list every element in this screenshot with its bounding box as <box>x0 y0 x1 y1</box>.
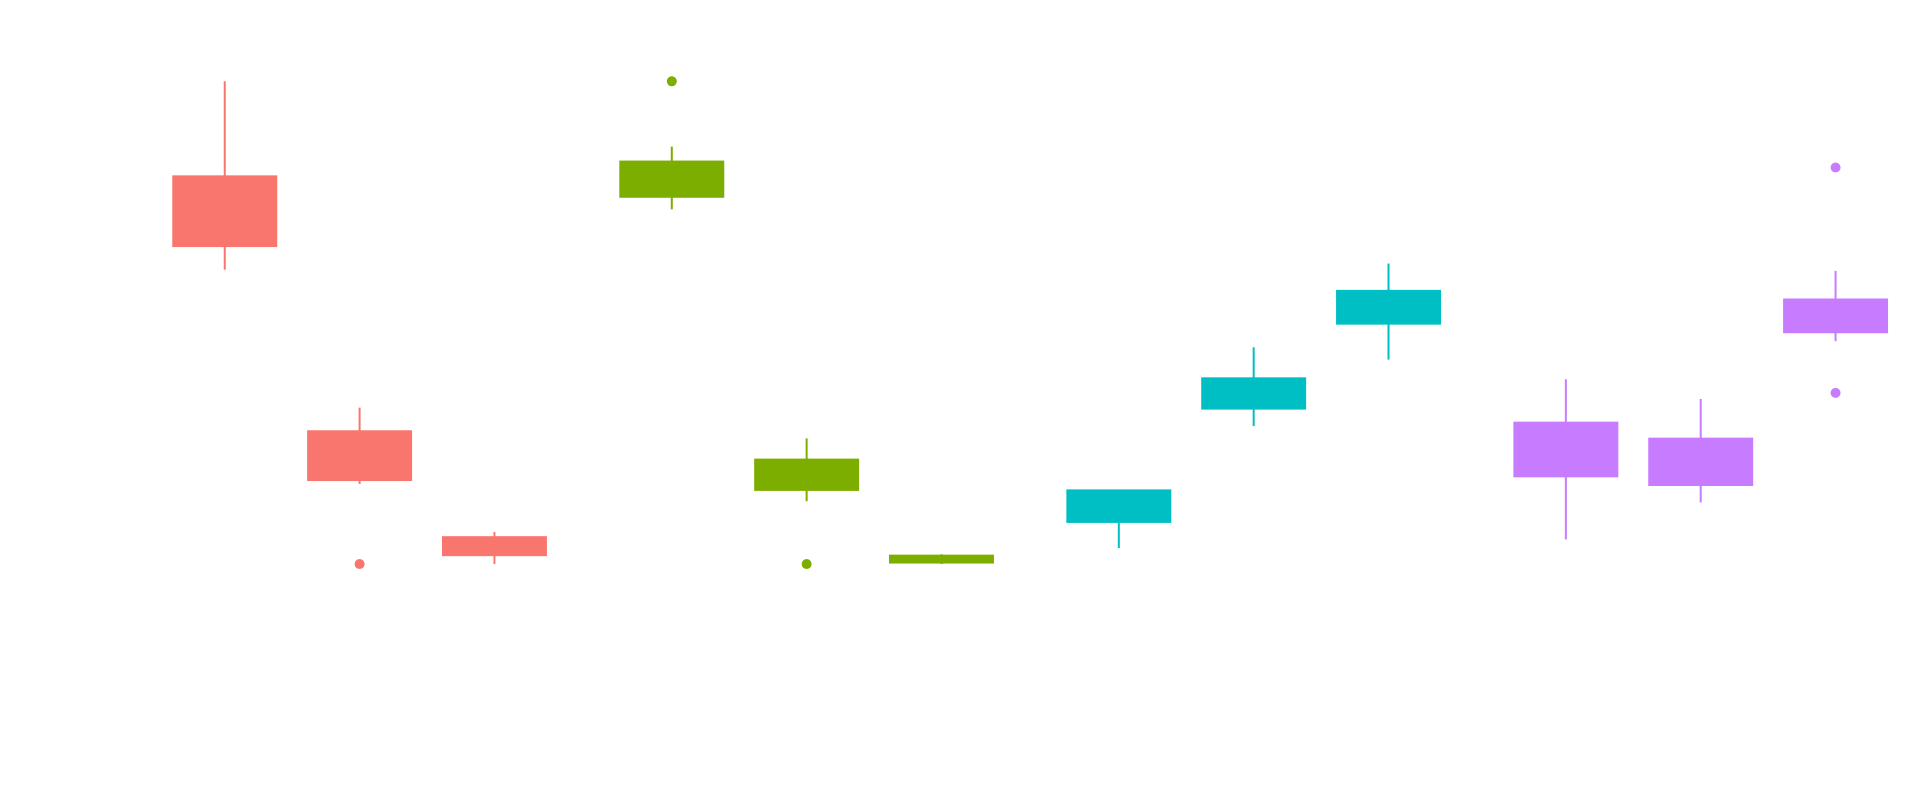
box <box>441 536 547 557</box>
box <box>754 458 860 491</box>
box <box>1648 437 1754 486</box>
outlier <box>1830 387 1841 398</box>
box <box>172 175 278 248</box>
box <box>1066 489 1172 523</box>
outlier <box>666 76 677 87</box>
box <box>1513 421 1619 478</box>
box <box>1336 289 1441 325</box>
box <box>619 160 725 198</box>
box <box>1201 377 1307 410</box>
box <box>889 554 994 564</box>
box <box>307 430 413 482</box>
outlier <box>801 559 812 570</box>
box <box>1783 298 1889 334</box>
outlier <box>354 559 365 570</box>
outlier <box>1830 162 1841 173</box>
